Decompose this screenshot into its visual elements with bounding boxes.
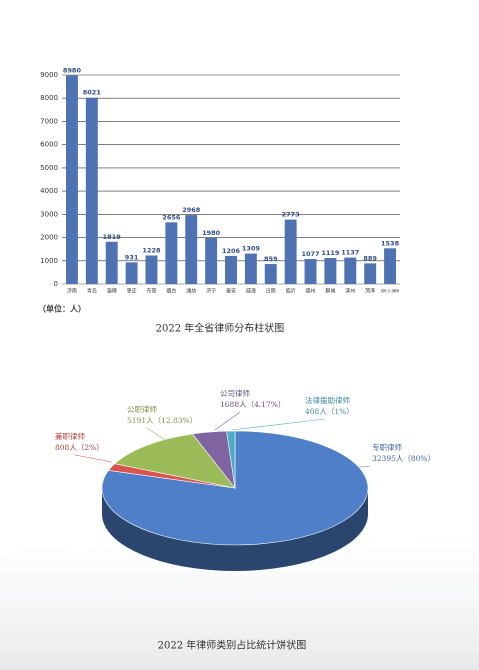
bar: [244, 253, 257, 284]
slice-name: 公职律师: [127, 404, 157, 414]
x-tick-label: 烟台: [166, 288, 176, 295]
y-tick-label: 7000: [40, 117, 58, 125]
bar: [125, 262, 138, 284]
pie-side: [102, 488, 368, 571]
y-tick-label: 0: [54, 280, 58, 288]
x-tick-label: 济南: [67, 288, 77, 295]
y-tick-label: 9000: [40, 71, 58, 79]
slice-name: 兼职律师: [55, 431, 85, 441]
x-tick-label: 聊城: [325, 288, 335, 295]
bar: [225, 255, 237, 284]
bar: [324, 258, 337, 284]
data-label: 2656: [162, 213, 181, 221]
slice-value-label: 5191人（12.83%）: [127, 416, 197, 425]
data-label: 859: [264, 255, 278, 263]
data-label: 1228: [142, 246, 161, 254]
bar-caption: 2022 年全省律师分布柱状图: [156, 322, 285, 335]
y-tick-label: 2000: [40, 234, 58, 242]
data-label: 889: [363, 254, 377, 262]
bar: [145, 255, 158, 284]
bar: [364, 263, 377, 284]
slice-name: 公司律师: [220, 388, 250, 398]
background-mist: [0, 530, 479, 670]
y-tick-label: 1000: [40, 257, 58, 265]
data-label: 1309: [242, 245, 261, 253]
pie-slice: [226, 430, 236, 489]
slice-name: 专职律师: [372, 442, 402, 452]
pie-slice: [114, 433, 236, 489]
x-tick-label: 滨州: [345, 288, 355, 295]
leader-line: [146, 427, 166, 441]
bar: [284, 219, 297, 284]
bar: [85, 97, 98, 284]
x-tick-label: 东营: [146, 288, 156, 295]
x-tick-label: 枣庄: [127, 288, 137, 295]
bar: [185, 215, 198, 284]
y-tick-label: 3000: [40, 210, 58, 218]
slice-value-label: 32395人（80%）: [372, 454, 435, 463]
data-label: 1206: [222, 247, 241, 255]
x-tick-label: 泰安: [226, 288, 236, 295]
bar: [384, 248, 397, 284]
bar: [344, 257, 357, 284]
unit-label: （单位：人）: [38, 304, 86, 314]
x-tick-label: 青岛: [87, 288, 97, 295]
data-label: 1077: [301, 250, 319, 258]
data-label: 1538: [381, 239, 400, 247]
bar: [105, 241, 118, 284]
data-label: 2773: [282, 211, 300, 219]
x-tick-label: 威海: [246, 288, 256, 295]
data-label: 1819: [103, 233, 122, 241]
slice-name: 法律援助律师: [305, 395, 350, 405]
y-tick-label: 4000: [40, 187, 58, 195]
leader-line: [74, 454, 113, 463]
x-tick-label: 济宁: [206, 288, 216, 295]
x-tick-label: 德州: [306, 288, 316, 295]
x-tick-label: 临沂: [286, 288, 296, 295]
y-tick-label: 5000: [40, 164, 58, 172]
bar: [264, 264, 277, 284]
leader-line: [214, 411, 241, 431]
data-label: 1119: [321, 249, 340, 257]
data-label: 8980: [63, 66, 82, 74]
bar: [165, 222, 178, 284]
x-tick-label: 淄博: [107, 288, 117, 295]
y-tick-label: 6000: [40, 141, 58, 149]
x-tick-label: 日照: [266, 289, 276, 295]
x-tick-label: 省直律所、公司、法律援助律师: [381, 288, 399, 293]
slice-value-label: 808人（2%）: [55, 443, 104, 452]
bar: [65, 75, 78, 284]
y-tick-label: 8000: [40, 94, 58, 102]
data-label: 1137: [341, 249, 359, 257]
slice-value-label: 1688人（4.17%）: [220, 400, 285, 409]
slice-value-label: 408人（1%）: [305, 407, 354, 416]
leader-line: [329, 465, 371, 471]
pie-caption: 2022 年律师类别占比统计饼状图: [158, 639, 307, 652]
x-tick-label: 菏泽: [365, 288, 375, 295]
data-label: 931: [125, 253, 139, 261]
data-label: 2968: [182, 206, 201, 214]
leader-line: [231, 418, 326, 431]
data-label: 1980: [202, 229, 221, 237]
bar: [304, 258, 317, 284]
x-tick-label: 潍坊: [186, 288, 196, 295]
data-label: 8021: [83, 89, 102, 97]
bar: [205, 238, 218, 284]
